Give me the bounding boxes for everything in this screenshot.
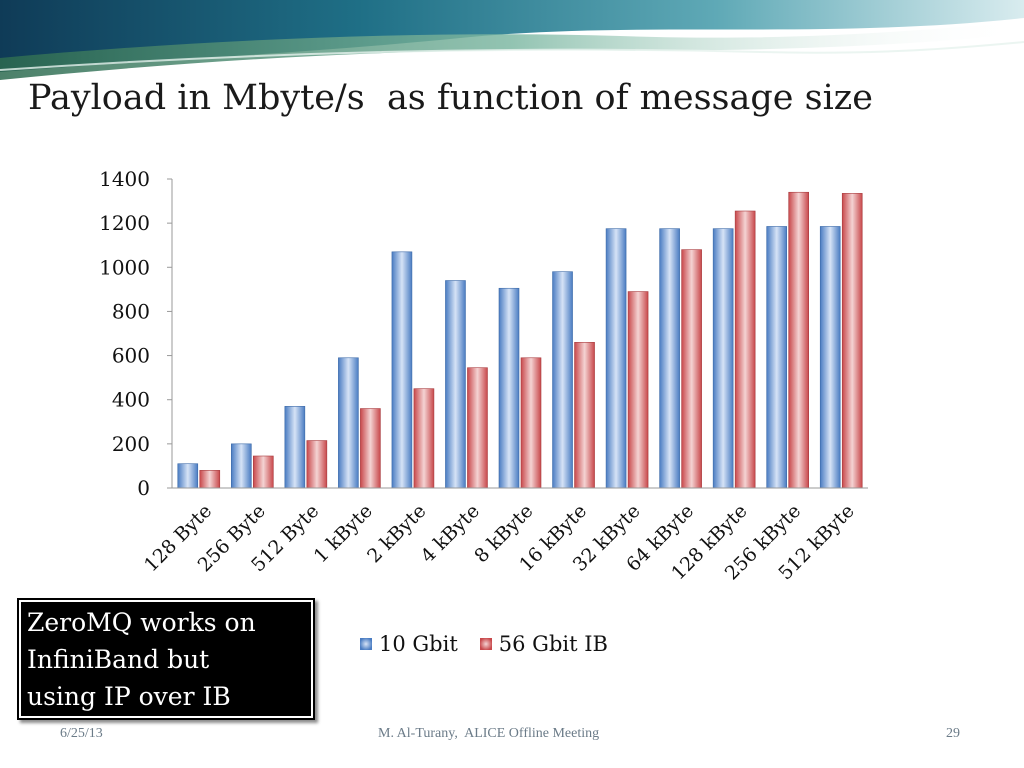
footer-presenter: M. Al-Turany, ALICE Offline Meeting <box>378 726 600 741</box>
bar-10-gbit <box>498 287 520 489</box>
bar-10-gbit <box>177 463 199 489</box>
legend-item-56-gbit-ib: 56 Gbit IB <box>479 632 608 656</box>
bar-56-gbit-ib <box>413 388 435 489</box>
legend-item-10-gbit: 10 Gbit <box>360 632 458 656</box>
note-box: ZeroMQ works on InfiniBand but using IP … <box>17 598 315 720</box>
y-axis: 0 200 400 600 800 1000 1200 1400 <box>99 167 173 500</box>
y-tick-label: 1000 <box>99 255 150 279</box>
bar-56-gbit-ib <box>734 210 756 489</box>
bar-10-gbit <box>391 251 413 489</box>
y-tick-label: 1200 <box>99 211 150 235</box>
note-line-2: InfiniBand but <box>27 645 210 674</box>
y-tick-label: 400 <box>112 388 150 412</box>
bar-56-gbit-ib <box>253 455 274 489</box>
y-tick-label: 200 <box>112 432 150 456</box>
x-tick-label: 1 kByte <box>310 500 377 567</box>
y-tick-label: 1400 <box>99 167 150 191</box>
bar-10-gbit <box>712 228 734 489</box>
bar-10-gbit <box>605 228 627 489</box>
bar-10-gbit <box>284 406 306 489</box>
bar-56-gbit-ib <box>841 193 863 489</box>
legend-label-56-gbit-ib: 56 Gbit IB <box>498 632 608 656</box>
bar-56-gbit-ib <box>788 191 809 489</box>
bar-10-gbit <box>338 357 359 489</box>
footer-page-number: 29 <box>946 726 960 741</box>
bar-10-gbit <box>819 226 841 489</box>
legend-swatch-56-gbit-ib <box>479 638 492 650</box>
bar-10-gbit <box>659 228 680 489</box>
y-tick-label: 800 <box>112 299 150 323</box>
note-line-3: using IP over IB <box>27 682 231 711</box>
y-tick-label: 0 <box>137 476 150 500</box>
note-line-1: ZeroMQ works on <box>27 608 256 637</box>
slide-title: Payload in Mbyte/s as function of messag… <box>28 78 873 118</box>
y-tick-label: 600 <box>112 344 150 368</box>
footer-date: 6/25/13 <box>60 726 103 741</box>
bar-10-gbit <box>231 443 252 489</box>
bar-10-gbit <box>445 280 466 489</box>
bar-56-gbit-ib <box>681 249 702 489</box>
bar-10-gbit <box>766 226 787 489</box>
bar-10-gbit <box>552 271 573 489</box>
header-banner-decoration <box>0 0 1024 90</box>
legend-label-10-gbit: 10 Gbit <box>379 632 458 656</box>
bar-56-gbit-ib <box>520 357 542 489</box>
x-tick-label: 2 kByte <box>363 500 430 567</box>
x-tick-label: 4 kByte <box>417 500 484 567</box>
bar-56-gbit-ib <box>360 408 381 489</box>
bar-56-gbit-ib <box>467 367 488 489</box>
bar-56-gbit-ib <box>306 440 328 489</box>
bar-56-gbit-ib <box>574 342 595 489</box>
bar-56-gbit-ib <box>199 470 221 489</box>
bar-56-gbit-ib <box>627 291 649 489</box>
bars <box>177 191 863 489</box>
legend-swatch-10-gbit <box>360 638 372 650</box>
legend: 10 Gbit 56 Gbit IB <box>360 632 608 656</box>
